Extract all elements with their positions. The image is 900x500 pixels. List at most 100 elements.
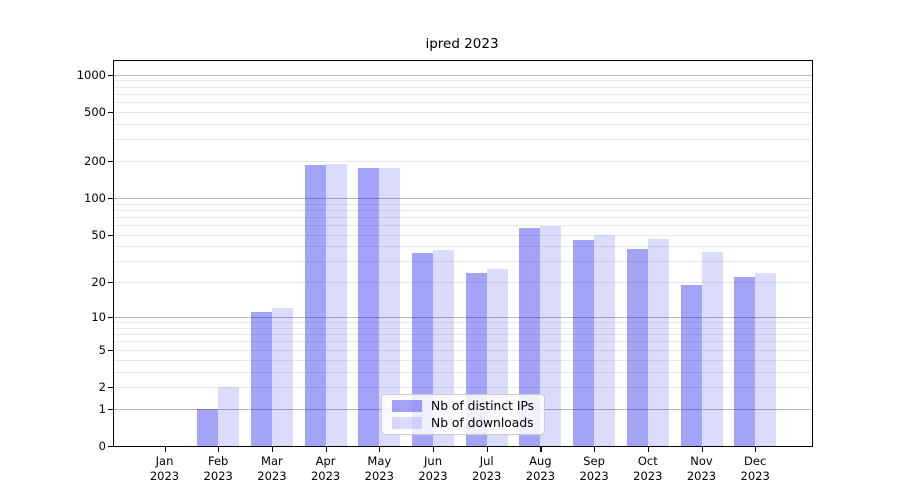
- y-tick-label: 50: [91, 227, 106, 242]
- x-tick: [701, 446, 703, 452]
- x-tick: [540, 446, 542, 452]
- x-tick-label: Oct 2023: [633, 454, 663, 483]
- legend-label-downloads: Nb of downloads: [431, 415, 534, 430]
- y-tick: [108, 446, 114, 448]
- legend-swatch-distinct-ips-icon: [392, 400, 422, 413]
- gridline-minor: [114, 209, 812, 211]
- bar-distinct-ips-feb: [197, 408, 219, 446]
- x-tick-label: Feb 2023: [203, 454, 233, 483]
- bar-distinct-ips-oct: [626, 249, 648, 446]
- y-tick-label: 500: [84, 104, 106, 119]
- gridline-minor: [114, 123, 812, 125]
- bar-distinct-ips-mar: [250, 312, 272, 446]
- bar-downloads-oct: [647, 239, 669, 446]
- y-tick: [108, 282, 114, 284]
- gridline-minor: [114, 139, 812, 141]
- x-tick-label: Sep 2023: [579, 454, 609, 483]
- y-tick-label: 1000: [76, 67, 106, 82]
- plot-area: 0 1 2 5 10 20 50 100 200 500 1000 Jan 2023 Feb 2023 Ma…: [77, 60, 813, 483]
- y-tick-label: 200: [84, 153, 106, 168]
- x-tick-label: Apr 2023: [310, 454, 341, 483]
- y-tick-label: 20: [91, 275, 106, 290]
- y-tick: [108, 160, 114, 163]
- y-tick-label: 1: [98, 401, 106, 416]
- chart-title: ipred 2023: [425, 36, 499, 52]
- bar-downloads-aug: [540, 225, 562, 446]
- x-tick: [594, 446, 596, 452]
- y-tick: [108, 234, 114, 236]
- x-tick: [164, 446, 166, 452]
- gridline-minor: [114, 327, 812, 329]
- gridline-minor: [114, 371, 812, 373]
- y-tick: [108, 317, 114, 319]
- gridline-minor: [114, 102, 812, 103]
- x-tick: [379, 446, 381, 452]
- legend-label-distinct-ips: Nb of distinct IPs: [431, 399, 535, 414]
- gridline-minor: [114, 246, 812, 248]
- gridline-minor: [114, 282, 812, 284]
- bar-downloads-mar: [271, 308, 293, 446]
- x-tick: [325, 446, 327, 452]
- gridline-minor: [114, 203, 812, 205]
- gridline-minor: [114, 349, 812, 351]
- x-tick: [755, 446, 757, 452]
- y-tick: [108, 197, 114, 200]
- bar-downloads-nov: [701, 251, 723, 446]
- x-tick-label: Mar 2023: [257, 454, 287, 483]
- gridline-major: [114, 317, 812, 319]
- gridline-major: [114, 74, 812, 76]
- legend-item-downloads: Nb of downloads: [392, 416, 536, 430]
- bar-distinct-ips-nov: [680, 284, 702, 446]
- gridline-minor: [114, 111, 812, 113]
- gridline-minor: [114, 160, 812, 162]
- gridline-major: [114, 197, 812, 199]
- x-tick: [433, 446, 435, 452]
- y-tick-label: 10: [91, 310, 106, 325]
- gridline-minor: [114, 234, 812, 236]
- bar-downloads-sep: [594, 234, 616, 446]
- legend-item-distinct-ips: Nb of distinct IPs: [392, 399, 536, 413]
- bar-distinct-ips-aug: [519, 227, 541, 446]
- x-tick-label: Aug 2023: [525, 454, 556, 483]
- legend: Nb of distinct IPs Nb of downloads: [381, 394, 545, 435]
- y-tick: [108, 349, 114, 351]
- bar-downloads-feb: [218, 386, 240, 446]
- y-tick: [108, 111, 114, 113]
- gridline-minor: [114, 225, 812, 226]
- gridline-minor: [114, 93, 812, 95]
- y-tick-label: 5: [98, 342, 106, 357]
- x-tick-label: Jul 2023: [472, 454, 502, 483]
- gridline-minor: [114, 80, 812, 82]
- bar-distinct-ips-dec: [734, 277, 756, 446]
- bar-downloads-dec: [755, 272, 777, 446]
- gridline-minor: [114, 359, 812, 361]
- bar-downloads-may: [379, 167, 401, 446]
- gridline-minor: [114, 386, 812, 388]
- bar-distinct-ips-apr: [304, 165, 326, 446]
- gridline-minor: [114, 261, 812, 263]
- x-tick: [271, 446, 274, 452]
- legend-swatch-downloads-icon: [392, 416, 422, 429]
- bar-distinct-ips-may: [358, 168, 380, 446]
- gridline-minor: [114, 341, 812, 343]
- gridline-minor: [114, 216, 812, 218]
- x-tick-label: May 2023: [364, 454, 394, 483]
- x-tick-label: Nov 2023: [686, 454, 717, 483]
- y-tick-label: 0: [98, 439, 106, 453]
- bar-downloads-apr: [325, 163, 347, 446]
- y-tick-label: 2: [98, 379, 106, 394]
- bar-distinct-ips-sep: [573, 240, 595, 446]
- y-tick: [108, 408, 114, 410]
- x-tick-label: Jan 2023: [149, 454, 180, 483]
- y-tick: [108, 74, 114, 76]
- x-tick: [486, 446, 488, 452]
- x-tick-label: Dec 2023: [740, 454, 770, 483]
- x-tick-label: Jun 2023: [418, 454, 448, 483]
- gridline-minor: [114, 334, 812, 336]
- x-tick: [647, 446, 649, 452]
- gridline-minor: [114, 86, 812, 88]
- y-tick: [108, 386, 114, 389]
- y-tick-label: 100: [84, 190, 106, 205]
- gridline-minor: [114, 322, 812, 324]
